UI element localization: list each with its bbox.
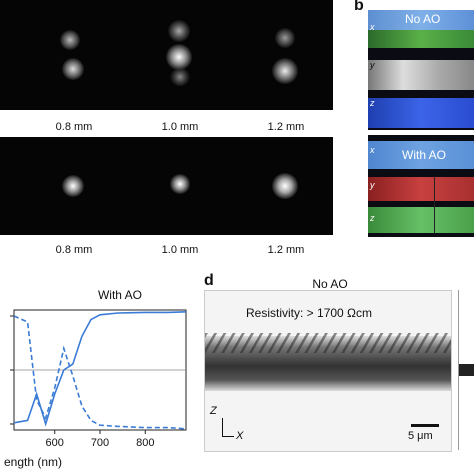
panel-letter-d: d [204,272,214,289]
x-tick-label: 700 [91,437,109,449]
panel-d-title: No AO [312,277,348,291]
spot [62,175,84,197]
x-tick-label: 800 [136,437,154,449]
series-line-solid [13,311,187,427]
distance-label: 1.0 mm [161,244,199,256]
spot [62,58,84,80]
spot [170,174,190,194]
distance-label: 1.0 mm [161,121,199,133]
distance-label: 0.8 mm [55,121,93,133]
label-no-ao: No AO [405,12,441,26]
crystal-image-with-ao [368,135,474,237]
spot [168,20,190,42]
axis-z-label: Z [210,405,217,417]
x-axis-label: ength (nm) [4,455,63,469]
axis-label: y [370,180,375,190]
axis-label: z [370,98,375,108]
axis-label: z [370,213,375,223]
label-with-ao: With AO [402,148,447,162]
x-tick-label: 600 [46,437,64,449]
spot [166,44,192,70]
chart-title: With AO [97,288,142,302]
axis-label: y [370,60,375,70]
axis-label: x [370,22,375,32]
distance-label: 1.2 mm [267,244,305,256]
panel-letter-b: b [354,0,364,14]
spot [60,30,80,50]
axis-x-label: X [236,430,244,442]
crystal-image-no-ao [368,10,474,130]
spot-image-bottom [0,137,333,235]
resistivity-text: Resistivity: > 1700 Ωcm [246,306,373,320]
spot [170,68,190,86]
axis-label: x [370,145,375,155]
spot [272,173,298,199]
spot-image-top [0,0,333,110]
clipped-panel [458,290,474,450]
distance-label: 1.2 mm [267,121,305,133]
spectrum-chart: 600 700 800 [10,309,187,449]
axis-arrow-vertical [222,418,223,436]
spot [272,58,298,84]
series-line-dashed [13,315,187,430]
scale-bar [411,424,439,427]
spot [275,28,295,48]
scale-bar-label: 5 μm [408,430,433,442]
distance-label: 0.8 mm [55,244,93,256]
axis-arrow-horizontal [222,436,234,437]
tem-image [204,290,452,452]
